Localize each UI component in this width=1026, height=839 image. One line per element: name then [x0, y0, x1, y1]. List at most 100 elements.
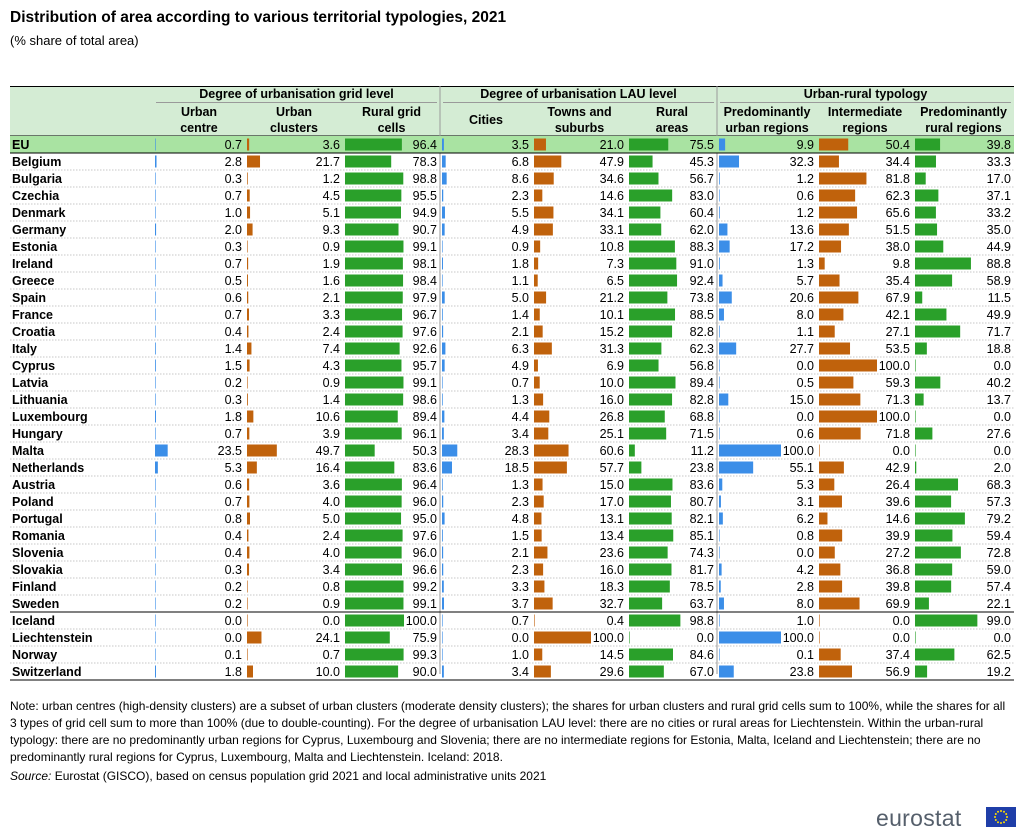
value-r28-c5: 98.8 — [690, 614, 714, 628]
bar-r31-c3 — [442, 665, 444, 678]
column-header-6-line2: urban regions — [725, 121, 808, 135]
bar-r1-c0 — [155, 155, 157, 168]
row-label-7: Ireland — [12, 257, 53, 271]
bar-r27-c4 — [534, 597, 553, 610]
value-r5-c0: 2.0 — [225, 223, 242, 237]
value-r20-c5: 83.6 — [690, 478, 714, 492]
bar-r21-c5 — [629, 495, 671, 508]
value-r9-c7: 67.9 — [886, 291, 910, 305]
bar-r9-c5 — [629, 291, 668, 304]
bar-r14-c8 — [915, 376, 941, 389]
bar-r20-c4 — [534, 478, 543, 491]
row-label-12: Italy — [12, 342, 37, 356]
value-r17-c4: 25.1 — [600, 427, 624, 441]
bar-r4-c3 — [442, 206, 445, 219]
value-r29-c4: 100.0 — [593, 631, 624, 645]
bar-r26-c1 — [247, 580, 248, 593]
bar-r5-c7 — [819, 223, 849, 236]
value-r4-c8: 33.2 — [987, 206, 1011, 220]
value-r21-c4: 17.0 — [600, 495, 624, 509]
value-r9-c5: 73.8 — [690, 291, 714, 305]
value-r23-c7: 39.9 — [886, 529, 910, 543]
bar-r17-c1 — [247, 427, 250, 440]
bar-r26-c8 — [915, 580, 952, 593]
bar-r3-c6 — [719, 189, 720, 202]
value-r17-c8: 27.6 — [987, 427, 1011, 441]
value-r13-c4: 6.9 — [607, 359, 624, 373]
row-label-4: Denmark — [12, 206, 66, 220]
value-r2-c6: 1.2 — [797, 172, 814, 186]
bar-r26-c4 — [534, 580, 545, 593]
bar-r16-c0 — [155, 410, 156, 423]
value-r17-c7: 71.8 — [886, 427, 910, 441]
bar-r4-c7 — [819, 206, 858, 219]
row-label-18: Malta — [12, 444, 45, 458]
bar-r12-c6 — [719, 342, 737, 355]
value-r18-c4: 60.6 — [600, 444, 624, 458]
value-r14-c2: 99.1 — [413, 376, 437, 390]
value-r22-c3: 4.8 — [512, 512, 529, 526]
value-r18-c1: 49.7 — [316, 444, 340, 458]
bar-r25-c1 — [247, 563, 250, 576]
value-r12-c8: 18.8 — [987, 342, 1011, 356]
bar-r5-c1 — [247, 223, 253, 236]
bar-r30-c8 — [915, 648, 955, 661]
bar-r12-c1 — [247, 342, 252, 355]
bar-r12-c3 — [442, 342, 446, 355]
bar-r24-c8 — [915, 546, 961, 559]
bar-r13-c7 — [819, 359, 877, 372]
value-r27-c3: 3.7 — [512, 597, 529, 611]
value-r22-c4: 13.1 — [600, 512, 624, 526]
value-r23-c3: 1.5 — [512, 529, 529, 543]
value-r7-c3: 1.8 — [512, 257, 529, 271]
bar-r31-c4 — [534, 665, 551, 678]
value-r10-c1: 3.3 — [323, 308, 340, 322]
bar-r22-c7 — [819, 512, 828, 525]
value-r20-c4: 15.0 — [600, 478, 624, 492]
value-r13-c1: 4.3 — [323, 359, 340, 373]
bar-r26-c0 — [155, 580, 156, 593]
bar-r15-c4 — [534, 393, 544, 406]
value-r30-c0: 0.1 — [225, 648, 242, 662]
source-label: Source: — [10, 769, 52, 783]
bar-r6-c5 — [629, 240, 675, 253]
value-r31-c5: 67.0 — [690, 665, 714, 679]
value-r8-c1: 1.6 — [323, 274, 340, 288]
value-r25-c5: 81.7 — [690, 563, 714, 577]
bar-r8-c3 — [442, 274, 443, 287]
bar-r2-c2 — [345, 172, 404, 185]
bar-r2-c5 — [629, 172, 659, 185]
row-label-24: Slovenia — [12, 546, 64, 560]
value-r7-c4: 7.3 — [607, 257, 624, 271]
value-r28-c1: 0.0 — [323, 614, 340, 628]
bar-r29-c1 — [247, 631, 262, 644]
bar-r16-c5 — [629, 410, 665, 423]
bar-r14-c2 — [345, 376, 404, 389]
column-header-5-line2: areas — [656, 121, 689, 135]
column-header-2-line1: Rural grid — [362, 105, 421, 119]
value-r27-c4: 32.7 — [600, 597, 624, 611]
value-r29-c1: 24.1 — [316, 631, 340, 645]
value-r15-c8: 13.7 — [987, 393, 1011, 407]
value-r16-c5: 68.8 — [690, 410, 714, 424]
bar-r2-c6 — [719, 172, 720, 185]
bar-r31-c5 — [629, 665, 664, 678]
value-r24-c6: 0.0 — [797, 546, 814, 560]
bar-r5-c5 — [629, 223, 662, 236]
row-label-8: Greece — [12, 274, 54, 288]
value-r11-c4: 15.2 — [600, 325, 624, 339]
value-r31-c6: 23.8 — [790, 665, 814, 679]
value-r2-c3: 8.6 — [512, 172, 529, 186]
value-r6-c0: 0.3 — [225, 240, 242, 254]
value-r6-c2: 99.1 — [413, 240, 437, 254]
bar-r7-c4 — [534, 257, 539, 270]
value-r4-c6: 1.2 — [797, 206, 814, 220]
value-r2-c1: 1.2 — [323, 172, 340, 186]
bar-r11-c6 — [719, 325, 720, 338]
value-r5-c1: 9.3 — [323, 223, 340, 237]
row-label-3: Czechia — [12, 189, 60, 203]
eu-row-background — [10, 136, 1014, 153]
value-r5-c8: 35.0 — [987, 223, 1011, 237]
value-r23-c6: 0.8 — [797, 529, 814, 543]
bar-r23-c8 — [915, 529, 953, 542]
